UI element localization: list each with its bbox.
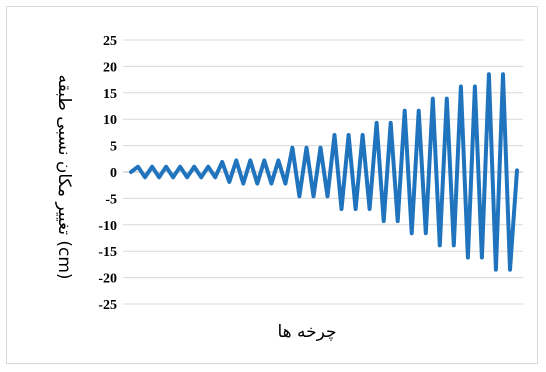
y-tick-label: -15 bbox=[98, 245, 117, 260]
y-tick-label: 0 bbox=[110, 166, 117, 181]
y-tick-label: 20 bbox=[103, 60, 117, 75]
series-group bbox=[129, 72, 519, 272]
chart-frame: 25 20 15 10 5 0 -5 -10 -15 -20 -25 چرخه ها تغییر م… bbox=[6, 6, 538, 364]
y-axis-label: تغییر مکان نسبی طبقه (cm) bbox=[54, 74, 74, 279]
series-line bbox=[129, 72, 519, 272]
y-tick-label: 25 bbox=[103, 34, 117, 49]
y-tick-label: 5 bbox=[110, 140, 117, 155]
y-tick-label: -20 bbox=[98, 272, 117, 287]
y-tick-label: -10 bbox=[98, 219, 117, 234]
y-tick-label: 10 bbox=[103, 113, 117, 128]
chart-svg: 25 20 15 10 5 0 -5 -10 -15 -20 -25 چرخه ها تغییر م… bbox=[54, 34, 523, 342]
y-tick-label: 15 bbox=[103, 87, 117, 102]
y-tick-label: -25 bbox=[98, 298, 117, 313]
y-tick-labels: 25 20 15 10 5 0 -5 -10 -15 -20 -25 bbox=[98, 34, 117, 313]
x-axis-label: چرخه ها bbox=[277, 322, 336, 342]
y-tick-label: -5 bbox=[105, 192, 117, 207]
